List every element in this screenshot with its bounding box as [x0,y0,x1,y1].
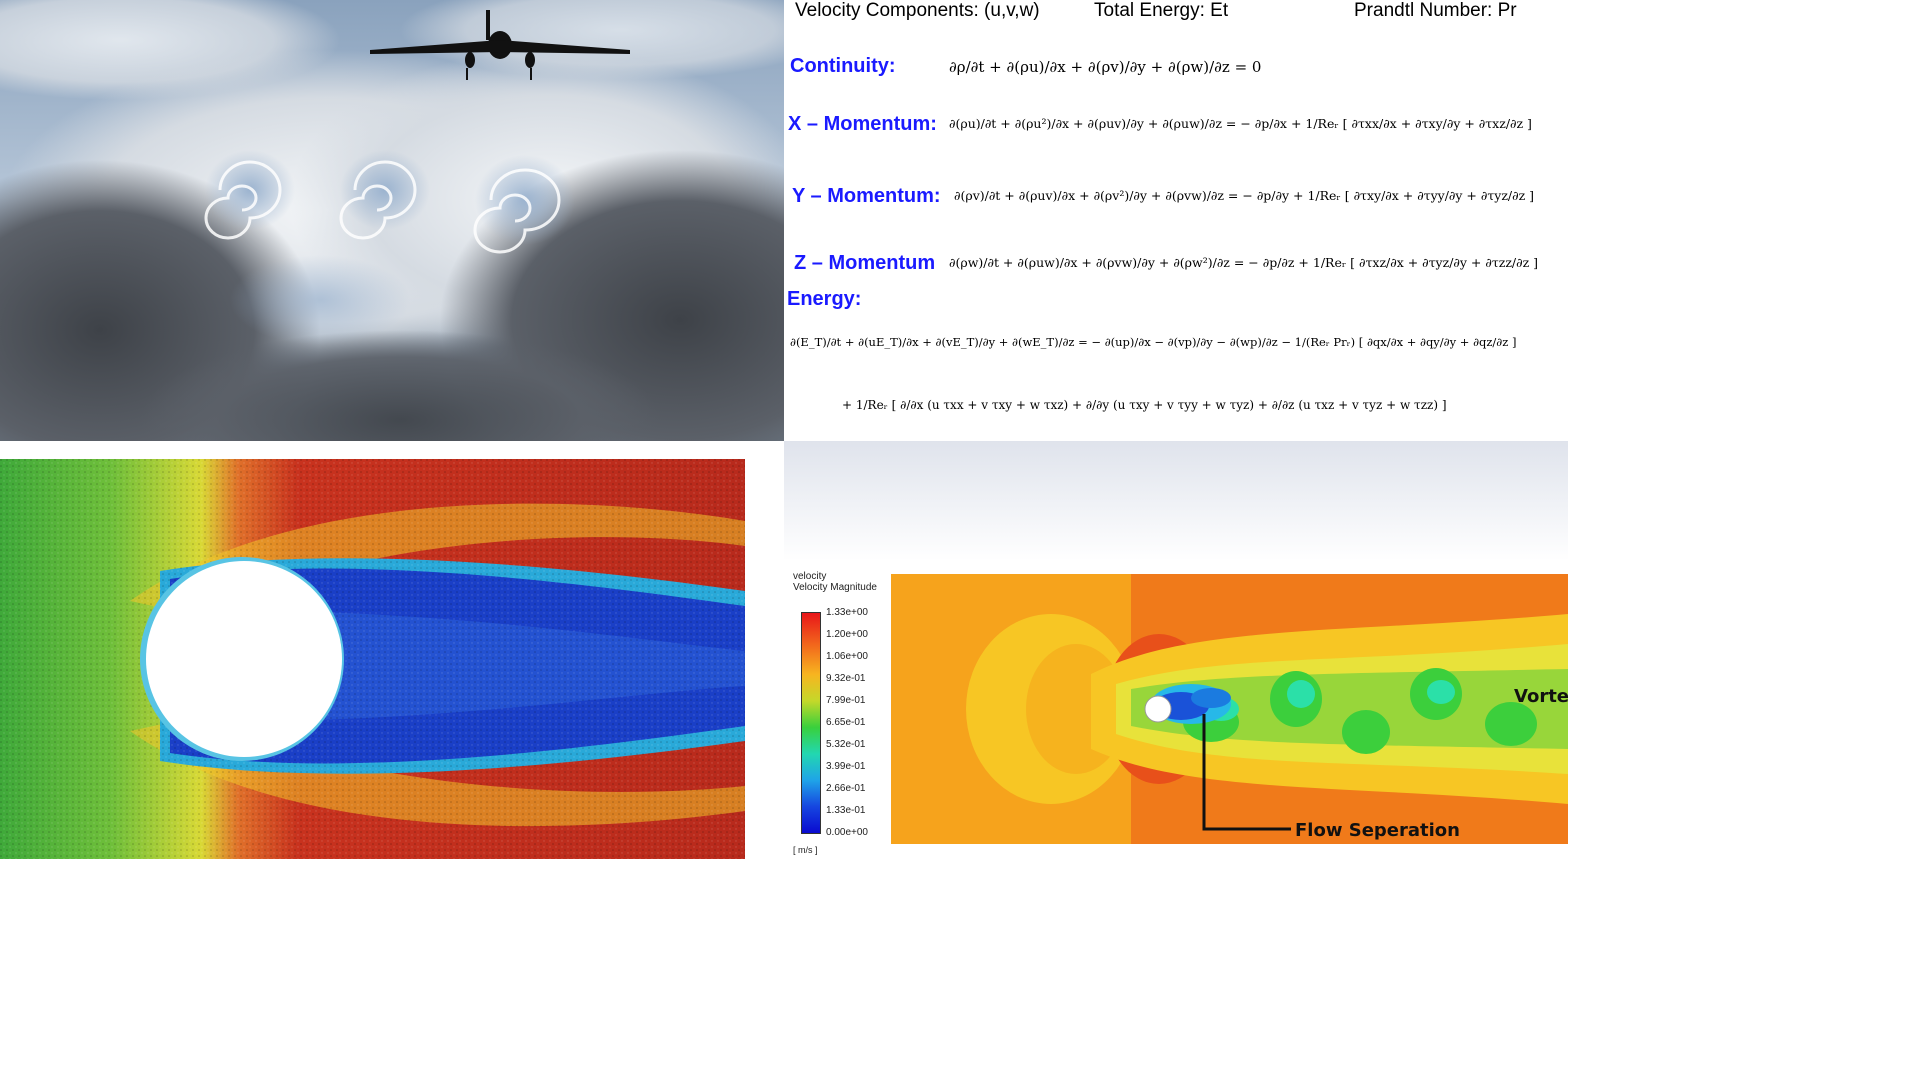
cfd-velocity-contour: velocity Velocity Magnitude 1.33e+00 1.2… [784,441,1568,882]
background-gradient [784,441,1568,561]
continuity-equation: ∂ρ/∂t + ∂(ρu)/∂x + ∂(ρv)/∂y + ∂(ρw)/∂z =… [949,58,1262,76]
navier-stokes-equations: Velocity Components: (u,v,w) Total Energ… [784,0,1568,441]
x-momentum-equation: ∂(ρu)/∂t + ∂(ρu²)/∂x + ∂(ρuv)/∂y + ∂(ρuw… [949,116,1532,131]
energy-label: Energy: [787,288,862,310]
header-prandtl: Prandtl Number: Pr [1354,0,1517,21]
legend-tick: 5.32e-01 [826,739,866,750]
header-velocity: Velocity Components: (u,v,w) [795,0,1040,21]
header-energy: Total Energy: Et [1094,0,1229,21]
legend-tick: 1.20e+00 [826,629,868,640]
contour-field: Vorte Flow Seperation [891,574,1568,844]
legend-tick: 1.06e+00 [826,651,868,662]
legend-tick: 1.33e+00 [826,607,868,618]
legend-title-1: velocity [793,571,827,582]
cylinder-flow-mesh-art [0,459,745,859]
legend-tick: 3.99e-01 [826,761,866,772]
legend-tick: 2.66e-01 [826,783,866,794]
color-scale-bar [801,612,821,834]
x-momentum-label: X – Momentum: [788,113,937,135]
legend-title-2: Velocity Magnitude [793,582,877,593]
legend-tick: 9.32e-01 [826,673,866,684]
continuity-label: Continuity: [790,55,896,77]
flow-separation-leader [1202,714,1291,831]
energy-equation-line-1: ∂(E_T)/∂t + ∂(uE_T)/∂x + ∂(vE_T)/∂y + ∂(… [790,335,1517,349]
cylinder-obstacle [146,561,342,757]
wake-vortex-photo [0,0,784,441]
cylinder-obstacle [1144,695,1172,723]
legend-tick: 6.65e-01 [826,717,866,728]
legend-tick: 0.00e+00 [826,827,868,838]
legend-tick: 7.99e-01 [826,695,866,706]
y-momentum-equation: ∂(ρv)/∂t + ∂(ρuv)/∂x + ∂(ρv²)/∂y + ∂(ρvw… [954,188,1535,203]
z-momentum-equation: ∂(ρw)/∂t + ∂(ρuw)/∂x + ∂(ρvw)/∂y + ∂(ρw²… [949,255,1539,270]
vortex-annotation: Vorte [1514,686,1568,707]
cylinder-flow-mesh-plot [0,441,784,882]
y-momentum-label: Y – Momentum: [792,185,941,207]
energy-equation-line-2: + 1/Reᵣ [ ∂/∂x (u τxx + v τxy + w τxz) +… [842,398,1447,412]
legend-unit: [ m/s ] [793,845,818,855]
wake-vortex-photo-art [0,0,784,441]
flow-separation-annotation: Flow Seperation [1295,820,1460,841]
airplane-icon [370,10,630,80]
legend-tick: 1.33e-01 [826,805,866,816]
z-momentum-label: Z – Momentum [794,252,936,274]
